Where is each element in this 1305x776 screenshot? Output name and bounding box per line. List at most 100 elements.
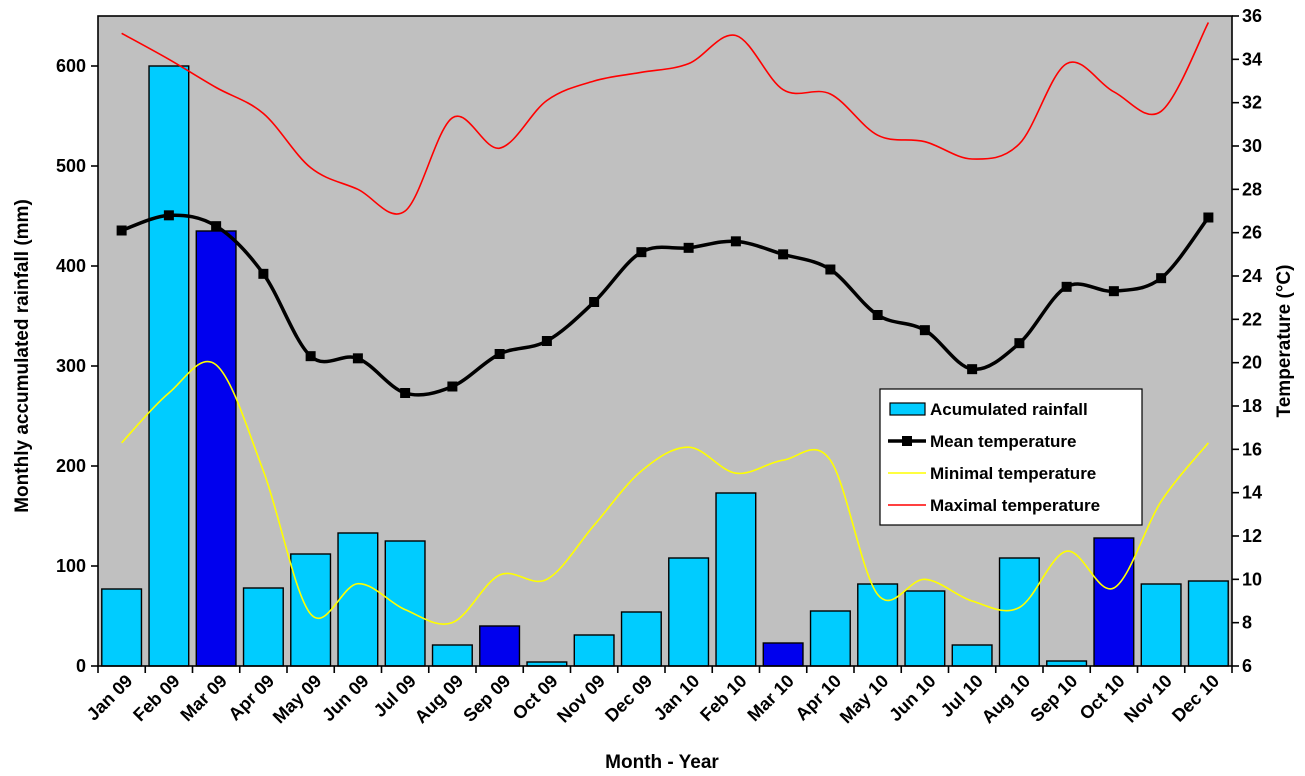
y2-tick-label: 18 [1242, 396, 1262, 416]
x-tick-label: Nov 10 [1120, 671, 1176, 727]
y2-tick-label: 36 [1242, 6, 1262, 26]
y2-tick-label: 14 [1242, 483, 1262, 503]
mean-temperature-marker [825, 264, 836, 275]
y-axis-title: Monthly accumulated rainfall (mm) [12, 199, 33, 513]
y2-tick-label: 6 [1242, 656, 1252, 676]
rainfall-bar [337, 532, 379, 667]
x-tick-label: May 10 [836, 671, 893, 728]
x-tick-label: Apr 10 [791, 671, 845, 725]
rainfall-bar [101, 588, 143, 667]
mean-temperature-marker [636, 247, 647, 258]
y2-tick-label: 24 [1242, 266, 1262, 286]
mean-temperature-marker [589, 297, 600, 307]
x-tick-label: Dec 09 [601, 671, 656, 726]
x-tick-label: Jun 10 [885, 671, 939, 725]
mean-temperature-marker [352, 353, 363, 364]
x-tick-label: Feb 09 [129, 671, 183, 725]
mean-temperature-marker [447, 381, 458, 392]
rainfall-bar [1140, 583, 1182, 667]
rainfall-bar [620, 611, 662, 667]
rainfall-bar [479, 625, 521, 667]
y2-tick-label: 8 [1242, 613, 1252, 633]
x-tick-label: Jun 09 [318, 671, 372, 725]
y2-tick-label: 34 [1242, 49, 1262, 69]
x-tick-label: Mar 10 [743, 671, 797, 725]
rainfall-bar [1187, 580, 1229, 667]
mean-temperature-marker [1014, 338, 1025, 349]
x-tick-label: Nov 09 [553, 671, 609, 727]
y2-tick-label: 26 [1242, 223, 1262, 243]
mean-temperature-marker [163, 210, 174, 221]
y2-tick-label: 10 [1242, 569, 1262, 589]
y-tick-label: 0 [76, 656, 86, 676]
rainfall-bar [998, 557, 1040, 667]
mean-temperature-marker [967, 364, 978, 375]
legend-label-rainfall: Acumulated rainfall [930, 400, 1088, 419]
rainfall-bar [809, 610, 851, 667]
y-tick-label: 200 [56, 456, 86, 476]
rainfall-bar [951, 644, 993, 667]
x-tick-label: Jan 09 [83, 671, 137, 725]
y-tick-label: 400 [56, 256, 86, 276]
y2-tick-label: 16 [1242, 439, 1262, 459]
mean-temperature-marker [116, 225, 127, 236]
legend-label-maximal-temperature: Maximal temperature [930, 496, 1100, 515]
x-tick-label: Oct 10 [1076, 671, 1129, 724]
rainfall-bar [290, 553, 332, 667]
mean-temperature-marker [683, 242, 694, 253]
mean-temperature-marker [730, 236, 741, 247]
rainfall-bar [668, 557, 710, 667]
legend-marker-mean-temperature [902, 436, 912, 446]
y2-tick-label: 12 [1242, 526, 1262, 546]
y-tick-label: 100 [56, 556, 86, 576]
y2-tick-label: 22 [1242, 309, 1262, 329]
x-tick-label: Sep 09 [459, 671, 514, 726]
rainfall-bar [384, 540, 426, 667]
plot-area [98, 16, 1232, 666]
x-tick-label: Aug 10 [978, 671, 1035, 728]
maximal-temperature-line [121, 22, 1210, 215]
rainfall-bar [857, 583, 899, 667]
x-tick-label: Oct 09 [509, 671, 562, 724]
mean-temperature-marker [872, 310, 883, 320]
x-tick-label: Dec 10 [1168, 671, 1223, 726]
y2-tick-label: 32 [1242, 93, 1262, 113]
y-tick-label: 300 [56, 356, 86, 376]
rainfall-bar [715, 492, 757, 667]
mean-temperature-marker [305, 351, 316, 362]
rainfall-bar [573, 634, 615, 667]
mean-temperature-marker [1156, 273, 1167, 284]
mean-temperature-line [121, 213, 1210, 397]
lines-group [116, 22, 1214, 625]
y-tick-label: 500 [56, 156, 86, 176]
x-tick-label: Mar 09 [176, 671, 230, 725]
y2-axis-title: Temperature (°C) [1274, 265, 1295, 418]
mean-temperature-marker [1203, 212, 1214, 223]
x-tick-label: Apr 09 [224, 671, 278, 725]
mean-temperature-marker [400, 388, 411, 398]
x-axis-title: Month - Year [605, 752, 719, 773]
legend: Acumulated rainfall Mean temperature Minim… [879, 388, 1143, 526]
mean-temperature-marker [1061, 281, 1072, 292]
y2-tick-label: 20 [1242, 353, 1262, 373]
x-tick-label: May 09 [269, 671, 326, 728]
y2-tick-label: 30 [1242, 136, 1262, 156]
mean-temperature-marker [1108, 286, 1119, 297]
legend-label-mean-temperature: Mean temperature [930, 432, 1076, 451]
rainfall-bar [1093, 537, 1135, 667]
minimal-temperature-line [121, 360, 1210, 625]
x-tick-label: Aug 09 [411, 671, 468, 728]
legend-label-minimal-temperature: Minimal temperature [930, 464, 1096, 483]
x-tick-label: Sep 10 [1026, 671, 1081, 726]
x-tick-label: Feb 10 [696, 671, 750, 725]
mean-temperature-marker [258, 268, 269, 279]
rainfall-bar [762, 642, 804, 667]
rainfall-bar [904, 590, 946, 667]
rainfall-bar [148, 65, 190, 667]
y2-tick-label: 28 [1242, 179, 1262, 199]
x-tick-label: Jan 10 [650, 671, 704, 725]
mean-temperature-marker [778, 249, 789, 260]
y-tick-label: 600 [56, 56, 86, 76]
rainfall-bar [431, 644, 473, 667]
